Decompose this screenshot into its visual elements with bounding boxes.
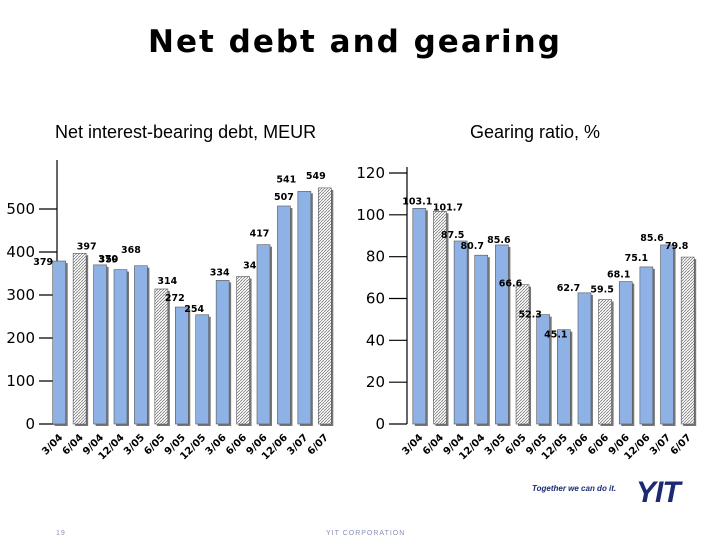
bar xyxy=(474,254,489,425)
bar xyxy=(297,191,312,425)
bar xyxy=(412,208,427,425)
data-label: 62.7 xyxy=(557,283,580,294)
y-tick-label: 80 xyxy=(366,248,385,266)
bar xyxy=(93,264,107,425)
bar xyxy=(495,244,509,425)
x-tick-label: 6/04 xyxy=(421,432,446,457)
bar xyxy=(680,256,695,425)
y-tick-label: 60 xyxy=(366,290,385,308)
data-label: 272 xyxy=(165,293,185,304)
data-label: 87.5 xyxy=(441,230,464,241)
data-label: 66.6 xyxy=(499,279,523,290)
bar xyxy=(317,187,332,425)
data-label: 507 xyxy=(274,192,294,203)
y-tick-label: 100 xyxy=(6,372,35,390)
y-tick-label: 40 xyxy=(366,331,385,349)
y-tick-label: 120 xyxy=(356,164,385,182)
page-title: Net debt and gearing xyxy=(148,24,562,60)
data-label: 45.1 xyxy=(544,330,567,341)
data-label: 254 xyxy=(184,304,204,315)
x-tick-label: 6/04 xyxy=(61,432,86,457)
x-tick-label: 6/06 xyxy=(224,432,249,457)
data-label: 79.8 xyxy=(665,241,689,252)
yit-logo: YIT xyxy=(636,476,681,509)
x-tick-label: 3/04 xyxy=(400,432,425,457)
x-tick-label: 6/07 xyxy=(306,432,331,457)
data-label: 370 xyxy=(98,254,118,265)
x-tick-label: 6/05 xyxy=(504,432,529,457)
x-tick-label: 3/05 xyxy=(483,432,508,457)
data-label: 85.6 xyxy=(487,235,511,246)
bar xyxy=(174,306,189,425)
x-tick-label: 6/07 xyxy=(669,432,694,457)
y-tick-label: 200 xyxy=(6,329,35,347)
bar xyxy=(215,280,230,425)
y-tick-label: 300 xyxy=(6,286,35,304)
x-tick-label: 3/04 xyxy=(40,432,65,457)
x-tick-label: 3/05 xyxy=(122,432,147,457)
bar xyxy=(515,284,530,425)
data-label: 541 xyxy=(276,174,296,185)
slogan: Together we can do it. xyxy=(532,484,617,493)
bar xyxy=(577,292,592,425)
data-label: 68.1 xyxy=(607,270,630,281)
bar xyxy=(433,210,447,425)
bar xyxy=(134,265,148,425)
y-tick-label: 20 xyxy=(366,373,385,391)
bar xyxy=(256,244,271,425)
data-label: 334 xyxy=(210,267,230,278)
data-label: 417 xyxy=(250,229,270,240)
data-label: 85.6 xyxy=(640,233,664,244)
footer-company: YIT CORPORATION xyxy=(326,530,406,537)
page-number: 19 xyxy=(56,530,66,537)
bar xyxy=(453,240,468,425)
bar xyxy=(154,288,169,425)
gearing-bar-chart: 020406080100120103.13/04101.76/0487.59/0… xyxy=(356,164,697,462)
data-label: 314 xyxy=(157,276,177,287)
debt-chart-title: Net interest-bearing debt, MEUR xyxy=(55,122,317,142)
debt-bar-chart: 01002003004005003793/043976/043709/04359… xyxy=(6,160,334,462)
data-label: 101.7 xyxy=(433,202,463,213)
data-label: 397 xyxy=(77,241,97,252)
x-tick-label: 3/07 xyxy=(285,432,310,457)
gearing-chart-title: Gearing ratio, % xyxy=(470,122,601,142)
data-label: 549 xyxy=(306,171,326,182)
y-tick-label: 0 xyxy=(25,415,35,433)
y-tick-label: 100 xyxy=(356,206,385,224)
x-tick-label: 6/06 xyxy=(586,432,611,457)
data-label: 379 xyxy=(33,257,53,268)
data-label: 52.3 xyxy=(518,310,541,321)
data-label: 59.5 xyxy=(590,285,613,296)
x-tick-label: 3/06 xyxy=(565,432,590,457)
bar xyxy=(113,269,128,425)
data-label: 359 xyxy=(99,255,119,266)
data-label: 80.7 xyxy=(461,241,484,252)
bar xyxy=(536,314,550,425)
y-tick-label: 500 xyxy=(6,200,35,218)
data-label: 103.1 xyxy=(402,196,432,207)
bar xyxy=(639,266,654,425)
y-tick-label: 0 xyxy=(375,415,385,433)
bar xyxy=(598,299,612,425)
bar xyxy=(618,281,633,425)
bar xyxy=(557,329,571,425)
bar xyxy=(72,252,87,425)
data-label: 368 xyxy=(121,245,141,256)
data-label: 75.1 xyxy=(625,253,648,264)
bar xyxy=(52,260,67,425)
bar xyxy=(195,314,210,425)
x-tick-label: 3/06 xyxy=(204,432,229,457)
data-label: 343 xyxy=(243,261,263,272)
x-tick-label: 3/07 xyxy=(648,432,673,457)
y-tick-label: 400 xyxy=(6,243,35,261)
bar xyxy=(277,205,291,425)
x-tick-label: 6/05 xyxy=(142,432,167,457)
bar xyxy=(236,276,250,425)
bar xyxy=(660,244,674,425)
